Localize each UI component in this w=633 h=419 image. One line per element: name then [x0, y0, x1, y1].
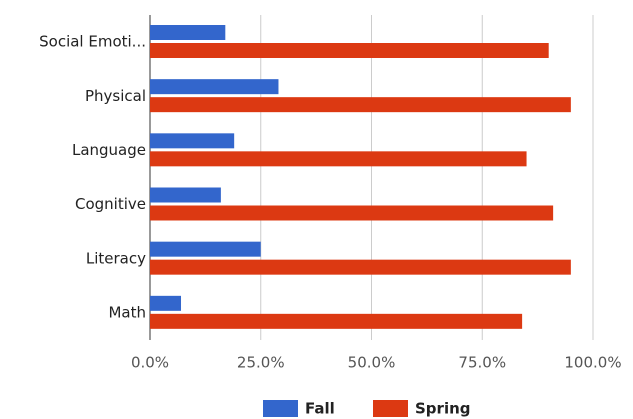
bar [150, 97, 571, 113]
bar [150, 151, 527, 167]
y-tick-label: Math [108, 303, 146, 321]
legend-label: Spring [415, 400, 471, 418]
y-tick-label: Cognitive [75, 195, 146, 213]
legend-label: Fall [305, 400, 335, 418]
bar [150, 43, 549, 58]
bar [150, 187, 221, 203]
x-tick-label: 50.0% [348, 354, 396, 372]
bar [150, 205, 554, 221]
x-tick-label: 0.0% [131, 354, 169, 372]
bar [150, 241, 261, 257]
x-tick-label: 75.0% [458, 354, 506, 372]
bar [150, 313, 523, 329]
legend-swatch [373, 400, 408, 417]
x-tick-label: 100.0% [564, 354, 621, 372]
bar [150, 133, 235, 149]
y-tick-label: Physical [85, 87, 146, 105]
y-tick-label: Language [72, 141, 146, 159]
y-tick-label: Social Emoti... [39, 33, 146, 51]
x-tick-label: 25.0% [237, 354, 285, 372]
bar [150, 259, 571, 275]
bar [150, 79, 279, 95]
bar [150, 25, 226, 40]
bar [150, 295, 182, 311]
legend-swatch [263, 400, 298, 417]
y-tick-label: Literacy [86, 249, 146, 267]
